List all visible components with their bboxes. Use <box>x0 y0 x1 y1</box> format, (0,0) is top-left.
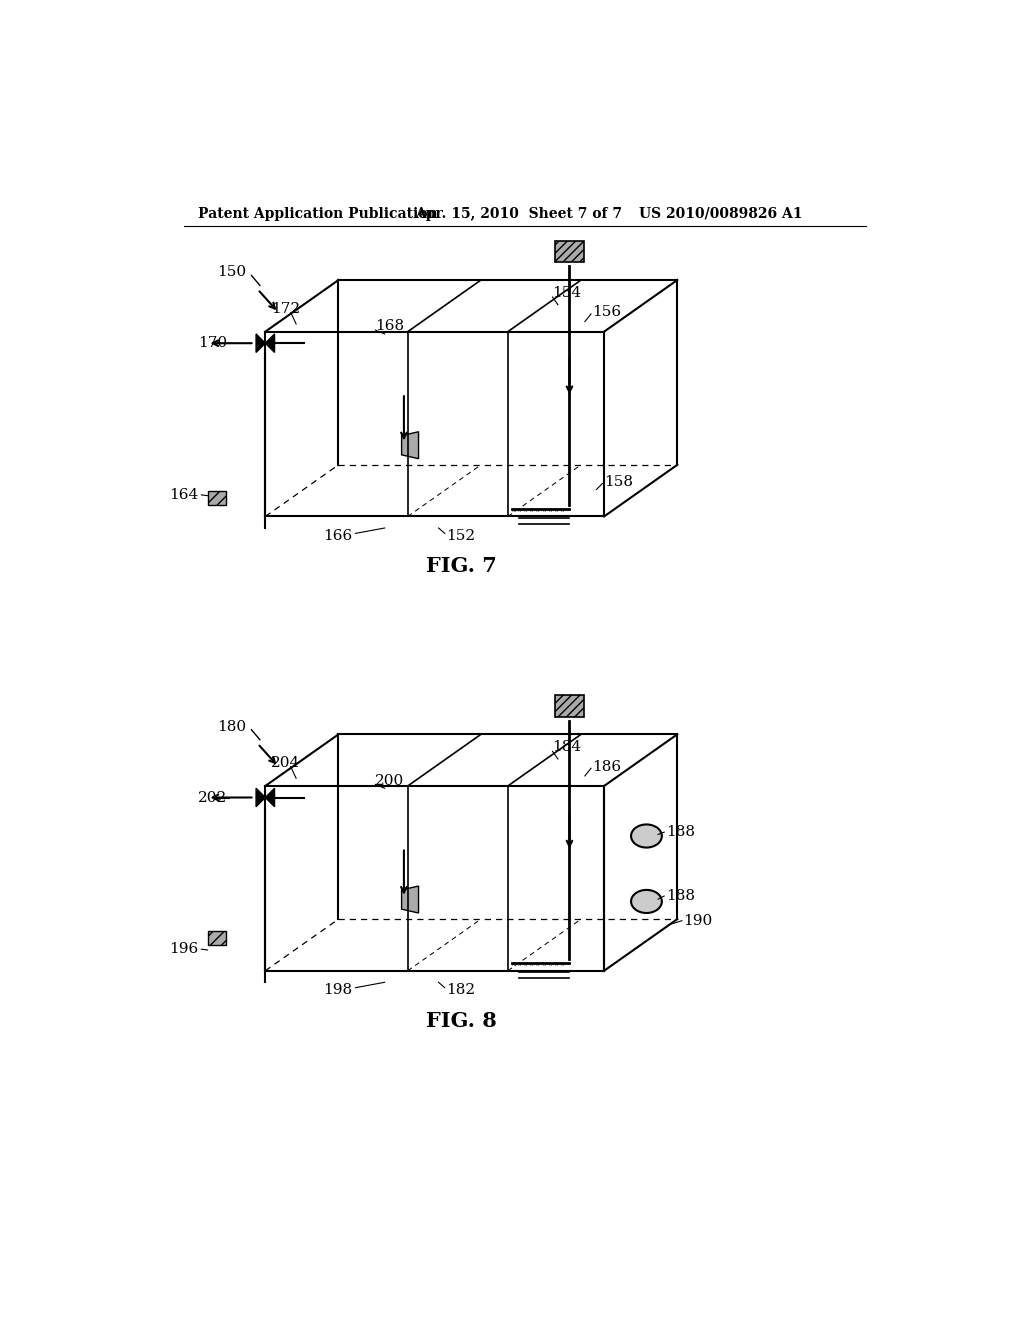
Text: 204: 204 <box>270 756 300 770</box>
Text: 202: 202 <box>199 791 227 804</box>
Text: US 2010/0089826 A1: US 2010/0089826 A1 <box>639 207 802 220</box>
Text: 150: 150 <box>217 265 246 280</box>
Text: 172: 172 <box>270 301 300 315</box>
Text: 198: 198 <box>324 983 352 997</box>
Ellipse shape <box>631 825 662 847</box>
Text: 170: 170 <box>199 337 227 350</box>
Bar <box>555 240 584 263</box>
Bar <box>208 932 226 945</box>
Text: 190: 190 <box>683 913 713 928</box>
Text: 156: 156 <box>593 305 622 319</box>
Bar <box>208 491 226 506</box>
Text: 158: 158 <box>604 475 633 488</box>
Polygon shape <box>256 788 265 807</box>
Text: 180: 180 <box>217 719 246 734</box>
Text: 196: 196 <box>169 942 199 956</box>
Text: 168: 168 <box>376 319 404 333</box>
Text: 152: 152 <box>446 529 475 543</box>
Polygon shape <box>256 334 265 352</box>
Text: FIG. 8: FIG. 8 <box>426 1011 497 1031</box>
Polygon shape <box>265 788 274 807</box>
Text: Apr. 15, 2010  Sheet 7 of 7: Apr. 15, 2010 Sheet 7 of 7 <box>416 207 623 220</box>
Text: 182: 182 <box>446 983 475 997</box>
Text: 164: 164 <box>169 488 199 502</box>
Bar <box>555 696 584 717</box>
Ellipse shape <box>631 890 662 913</box>
Polygon shape <box>401 432 419 459</box>
Text: 186: 186 <box>593 760 622 774</box>
Text: FIG. 7: FIG. 7 <box>426 557 497 577</box>
Text: 188: 188 <box>666 825 694 840</box>
Text: 154: 154 <box>553 286 582 300</box>
Polygon shape <box>401 886 419 913</box>
Polygon shape <box>265 334 274 352</box>
Text: 188: 188 <box>666 890 694 903</box>
Text: 200: 200 <box>376 774 404 788</box>
Text: 184: 184 <box>553 741 582 755</box>
Text: Patent Application Publication: Patent Application Publication <box>199 207 438 220</box>
Text: 166: 166 <box>323 529 352 543</box>
